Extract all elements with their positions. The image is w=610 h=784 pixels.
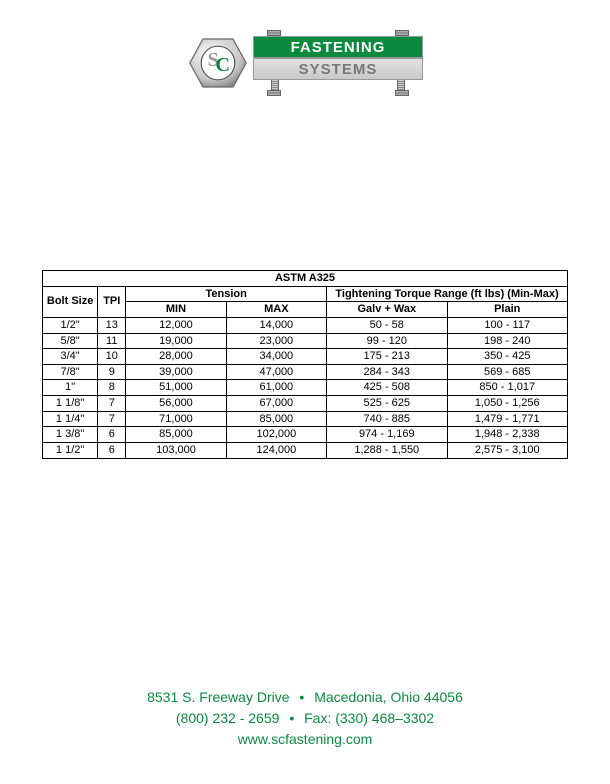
table-row: 1 1/4"771,00085,000740 - 8851,479 - 1,77…: [43, 411, 568, 427]
cell-max: 23,000: [226, 333, 326, 349]
cell-min: 19,000: [126, 333, 226, 349]
cell-size: 3/4": [43, 349, 98, 365]
footer-city: Macedonia, Ohio 44056: [314, 689, 463, 705]
cell-size: 5/8": [43, 333, 98, 349]
cell-size: 1 1/2": [43, 443, 98, 459]
cell-size: 1 3/8": [43, 427, 98, 443]
cell-size: 1": [43, 380, 98, 396]
cell-min: 12,000: [126, 317, 226, 333]
cell-min: 51,000: [126, 380, 226, 396]
cell-tpi: 6: [98, 427, 126, 443]
cell-size: 1 1/8": [43, 396, 98, 412]
cell-max: 34,000: [226, 349, 326, 365]
cell-tpi: 7: [98, 411, 126, 427]
cell-size: 1 1/4": [43, 411, 98, 427]
cell-tpi: 10: [98, 349, 126, 365]
spec-table: ASTM A325 Bolt Size TPI Tension Tighteni…: [42, 270, 568, 459]
th-tension-min: MIN: [126, 302, 226, 318]
th-tension-max: MAX: [226, 302, 326, 318]
table-row: 1 1/2"6103,000124,0001,288 - 1,5502,575 …: [43, 443, 568, 459]
table-row: 3/4"1028,00034,000175 - 213350 - 425: [43, 349, 568, 365]
logo-area: S C FASTENING SYSTEMS: [0, 0, 610, 96]
cell-tpi: 8: [98, 380, 126, 396]
th-bolt-size: Bolt Size: [43, 286, 98, 317]
cell-galv: 1,288 - 1,550: [327, 443, 447, 459]
cell-galv: 99 - 120: [327, 333, 447, 349]
svg-text:C: C: [215, 54, 230, 76]
table-title: ASTM A325: [43, 271, 568, 287]
table-row: 1 1/8"756,00067,000525 - 6251,050 - 1,25…: [43, 396, 568, 412]
cell-max: 61,000: [226, 380, 326, 396]
footer-fax-label: Fax:: [304, 710, 331, 726]
cell-plain: 569 - 685: [447, 364, 568, 380]
cell-galv: 740 - 885: [327, 411, 447, 427]
cell-galv: 284 - 343: [327, 364, 447, 380]
cell-galv: 50 - 58: [327, 317, 447, 333]
th-torque: Tightening Torque Range (ft lbs) (Min-Ma…: [327, 286, 568, 302]
table-row: 1"851,00061,000425 - 508850 - 1,017: [43, 380, 568, 396]
cell-min: 103,000: [126, 443, 226, 459]
footer-web: www.scfastening.com: [238, 731, 373, 747]
footer-street: 8531 S. Freeway Drive: [147, 689, 289, 705]
table-row: 7/8"939,00047,000284 - 343569 - 685: [43, 364, 568, 380]
fastening-logo-block: FASTENING SYSTEMS: [253, 30, 423, 96]
cell-plain: 198 - 240: [447, 333, 568, 349]
cell-max: 14,000: [226, 317, 326, 333]
cell-galv: 974 - 1,169: [327, 427, 447, 443]
th-plain: Plain: [447, 302, 568, 318]
cell-plain: 350 - 425: [447, 349, 568, 365]
cell-galv: 175 - 213: [327, 349, 447, 365]
spec-table-wrapper: ASTM A325 Bolt Size TPI Tension Tighteni…: [42, 270, 568, 459]
cell-size: 1/2": [43, 317, 98, 333]
th-tpi: TPI: [98, 286, 126, 317]
logo-line-2: SYSTEMS: [253, 58, 423, 80]
cell-min: 28,000: [126, 349, 226, 365]
cell-galv: 525 - 625: [327, 396, 447, 412]
cell-plain: 1,948 - 2,338: [447, 427, 568, 443]
cell-min: 56,000: [126, 396, 226, 412]
separator-dot: •: [293, 689, 310, 705]
cell-size: 7/8": [43, 364, 98, 380]
cell-min: 85,000: [126, 427, 226, 443]
cell-max: 124,000: [226, 443, 326, 459]
cell-max: 85,000: [226, 411, 326, 427]
cell-max: 47,000: [226, 364, 326, 380]
cell-tpi: 6: [98, 443, 126, 459]
cell-max: 67,000: [226, 396, 326, 412]
table-row: 5/8"1119,00023,00099 - 120198 - 240: [43, 333, 568, 349]
th-galv: Galv + Wax: [327, 302, 447, 318]
cell-plain: 1,050 - 1,256: [447, 396, 568, 412]
footer-phone: (800) 232 - 2659: [176, 710, 280, 726]
cell-plain: 100 - 117: [447, 317, 568, 333]
cell-tpi: 9: [98, 364, 126, 380]
spec-table-body: 1/2"1312,00014,00050 - 58100 - 1175/8"11…: [43, 317, 568, 458]
cell-max: 102,000: [226, 427, 326, 443]
cell-plain: 2,575 - 3,100: [447, 443, 568, 459]
cell-tpi: 11: [98, 333, 126, 349]
cell-plain: 850 - 1,017: [447, 380, 568, 396]
cell-min: 71,000: [126, 411, 226, 427]
separator-dot: •: [283, 710, 300, 726]
cell-tpi: 7: [98, 396, 126, 412]
hex-nut-logo: S C: [187, 36, 249, 90]
logo-line-1: FASTENING: [253, 36, 423, 58]
cell-galv: 425 - 508: [327, 380, 447, 396]
cell-plain: 1,479 - 1,771: [447, 411, 568, 427]
cell-min: 39,000: [126, 364, 226, 380]
footer-fax: (330) 468–3302: [335, 710, 434, 726]
th-tension: Tension: [126, 286, 327, 302]
page-footer: 8531 S. Freeway Drive • Macedonia, Ohio …: [0, 687, 610, 750]
table-row: 1 3/8"685,000102,000974 - 1,1691,948 - 2…: [43, 427, 568, 443]
cell-tpi: 13: [98, 317, 126, 333]
table-row: 1/2"1312,00014,00050 - 58100 - 117: [43, 317, 568, 333]
